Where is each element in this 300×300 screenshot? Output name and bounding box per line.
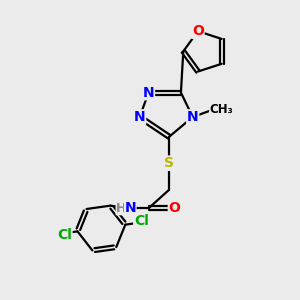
Text: CH₃: CH₃ [210,103,234,116]
Text: Cl: Cl [134,214,149,228]
Text: N: N [134,110,146,124]
Text: N: N [187,110,199,124]
Text: N: N [124,201,136,215]
Text: S: S [164,156,174,170]
Text: O: O [192,24,204,38]
Text: O: O [169,201,180,215]
Text: Cl: Cl [57,228,72,242]
Text: H: H [116,202,126,215]
Text: N: N [143,85,154,100]
